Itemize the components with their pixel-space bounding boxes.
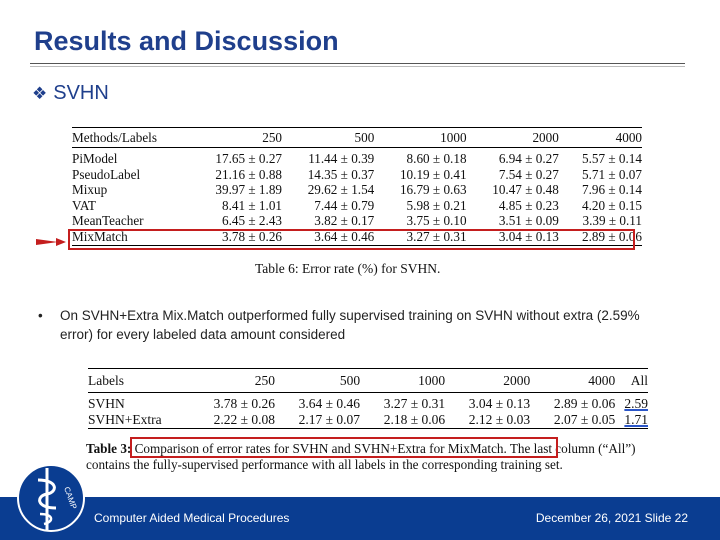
value-cell: 6.94 ± 0.27 xyxy=(498,151,559,166)
title-divider-shadow xyxy=(30,66,685,67)
value-cell: 8.41 ± 1.01 xyxy=(222,197,283,213)
value-cell: 3.78 ± 0.26 xyxy=(213,396,275,411)
value-cell: 4.85 ± 0.23 xyxy=(498,197,559,213)
row-label-cell: PseudoLabel xyxy=(72,166,141,182)
bullet-text: On SVHN+Extra Mix.Match outperformed ful… xyxy=(60,308,640,342)
header-cell: 2000 xyxy=(532,130,559,145)
row-label-cell: PiModel xyxy=(72,151,118,166)
value-cell: 3.04 ± 0.13 xyxy=(468,396,531,411)
value-cell: 3.64 ± 0.46 xyxy=(298,396,361,411)
camp-logo-icon: CAMP xyxy=(17,464,85,532)
value-cell: 7.96 ± 0.14 xyxy=(582,182,642,198)
bullet-dot-icon: • xyxy=(38,308,43,323)
value-cell: 7.54 ± 0.27 xyxy=(498,166,559,182)
table-row: PiModel 17.65 ± 0.27 11.44 ± 0.39 8.60 ± 0.… xyxy=(72,148,642,167)
value-cell: 8.60 ± 0.18 xyxy=(406,151,467,166)
value-cell: 2.59 xyxy=(624,396,648,411)
diamond-bullet-icon: ❖ xyxy=(32,83,48,103)
value-cell: 3.27 ± 0.31 xyxy=(406,228,467,244)
arrow-icon xyxy=(36,238,66,246)
value-cell: 39.97 ± 1.89 xyxy=(215,182,283,198)
footer-bar: Computer Aided Medical Procedures Decemb… xyxy=(0,497,720,540)
value-cell: 2.17 ± 0.07 xyxy=(298,412,361,427)
value-cell: 3.51 ± 0.09 xyxy=(498,213,559,229)
value-cell: 3.78 ± 0.26 xyxy=(222,228,283,244)
value-cell: 3.27 ± 0.31 xyxy=(383,396,446,411)
value-cell: 2.07 ± 0.05 xyxy=(553,412,616,427)
table-row: Mixup 39.97 ± 1.89 29.62 ± 1.54 16.79 ± 0.6… xyxy=(72,182,642,198)
row-label-cell: SVHN+Extra xyxy=(88,412,162,427)
value-cell: 3.39 ± 0.11 xyxy=(582,213,643,229)
value-cell: 5.57 ± 0.14 xyxy=(582,151,642,166)
value-cell: 2.89 ± 0.06 xyxy=(553,396,616,411)
row-label-cell: SVHN xyxy=(88,396,125,411)
value-cell: 10.47 ± 0.48 xyxy=(492,182,559,198)
row-label-cell: MeanTeacher xyxy=(72,213,144,229)
header-cell: Methods/Labels xyxy=(72,130,157,145)
footer-date-slide: December 26, 2021 Slide 22 xyxy=(535,511,688,525)
footer-institution: Computer Aided Medical Procedures xyxy=(94,511,290,525)
table-row: VAT 8.41 ± 1.01 7.44 ± 0.79 5.98 ± 0.21 4.85… xyxy=(72,198,642,214)
value-cell: 14.35 ± 0.37 xyxy=(307,166,375,182)
header-cell: 250 xyxy=(262,130,283,145)
header-cell: All xyxy=(630,373,648,388)
value-cell: 10.19 ± 0.41 xyxy=(399,166,467,182)
table-row: SVHN 3.78 ± 0.26 3.64 ± 0.46 3.27 ± 0.31 3.0… xyxy=(88,393,648,413)
value-cell: 21.16 ± 0.88 xyxy=(215,166,283,182)
slide-title: Results and Discussion xyxy=(34,26,339,56)
value-cell: 11.44 ± 0.39 xyxy=(308,151,375,166)
table-header-row: Methods/Labels 250 500 1000 2000 4000 xyxy=(72,127,642,148)
value-cell: 3.64 ± 0.46 xyxy=(314,228,375,244)
table-row: MeanTeacher 6.45 ± 2.43 3.82 ± 0.17 3.75 ± … xyxy=(72,213,642,229)
header-cell: Labels xyxy=(88,373,124,388)
svhn-error-table: Methods/Labels 250 500 1000 2000 4000 Pi… xyxy=(72,127,642,246)
value-cell: 5.98 ± 0.21 xyxy=(406,197,467,213)
table-row: PseudoLabel 21.16 ± 0.88 14.35 ± 0.37 10.19… xyxy=(72,167,642,183)
header-cell: 500 xyxy=(339,373,361,388)
value-cell: 2.12 ± 0.03 xyxy=(468,412,531,427)
table6-caption: Table 6: Error rate (%) for SVHN. xyxy=(255,261,441,276)
value-cell: 3.82 ± 0.17 xyxy=(314,213,375,229)
row-label-cell: VAT xyxy=(72,197,96,213)
value-cell: 17.65 ± 0.27 xyxy=(215,151,283,166)
header-cell: 4000 xyxy=(615,130,642,145)
header-cell: 2000 xyxy=(503,373,531,388)
title-divider xyxy=(30,63,685,64)
table-row: MixMatch 3.78 ± 0.26 3.64 ± 0.46 3.27 ± 0.3… xyxy=(72,228,642,246)
value-cell: 6.45 ± 2.43 xyxy=(222,213,283,229)
header-cell: 1000 xyxy=(418,373,446,388)
value-cell: 4.20 ± 0.15 xyxy=(582,197,642,213)
caption-label: Table 3: xyxy=(86,441,132,456)
caption-highlight xyxy=(130,437,558,458)
value-cell: 7.44 ± 0.79 xyxy=(314,197,375,213)
header-cell: 250 xyxy=(254,373,275,388)
header-cell: 500 xyxy=(354,130,375,145)
value-cell: 3.04 ± 0.13 xyxy=(498,228,559,244)
mixmatch-row-highlight xyxy=(68,229,635,250)
value-cell: 16.79 ± 0.63 xyxy=(399,182,467,198)
table3-caption: Table 3: Comparison of error rates for S… xyxy=(86,441,656,472)
header-cell: 1000 xyxy=(440,130,467,145)
value-cell: 2.89 ± 0.06 xyxy=(582,228,642,244)
caption-text: Comparison of error rates for SVHN and S… xyxy=(86,441,636,472)
row-label-cell: Mixup xyxy=(72,182,108,198)
table-header-row: Labels 250 500 1000 2000 4000 All xyxy=(88,368,648,393)
value-cell: 1.71 xyxy=(624,412,648,427)
value-cell: 5.71 ± 0.07 xyxy=(582,166,642,182)
svhn-extra-table: Labels 250 500 1000 2000 4000 All SVHN 3.… xyxy=(88,368,648,429)
table-row: SVHN+Extra 2.22 ± 0.08 2.17 ± 0.07 2.18 ± 0… xyxy=(88,412,648,429)
row-label-cell: MixMatch xyxy=(72,228,128,244)
header-cell: 4000 xyxy=(588,373,616,388)
section-label: SVHN xyxy=(53,82,109,104)
value-cell: 2.18 ± 0.06 xyxy=(383,412,446,427)
section-heading: ❖ SVHN xyxy=(32,82,109,105)
value-cell: 3.75 ± 0.10 xyxy=(406,213,467,229)
value-cell: 2.22 ± 0.08 xyxy=(213,412,275,427)
value-cell: 29.62 ± 1.54 xyxy=(307,182,375,198)
